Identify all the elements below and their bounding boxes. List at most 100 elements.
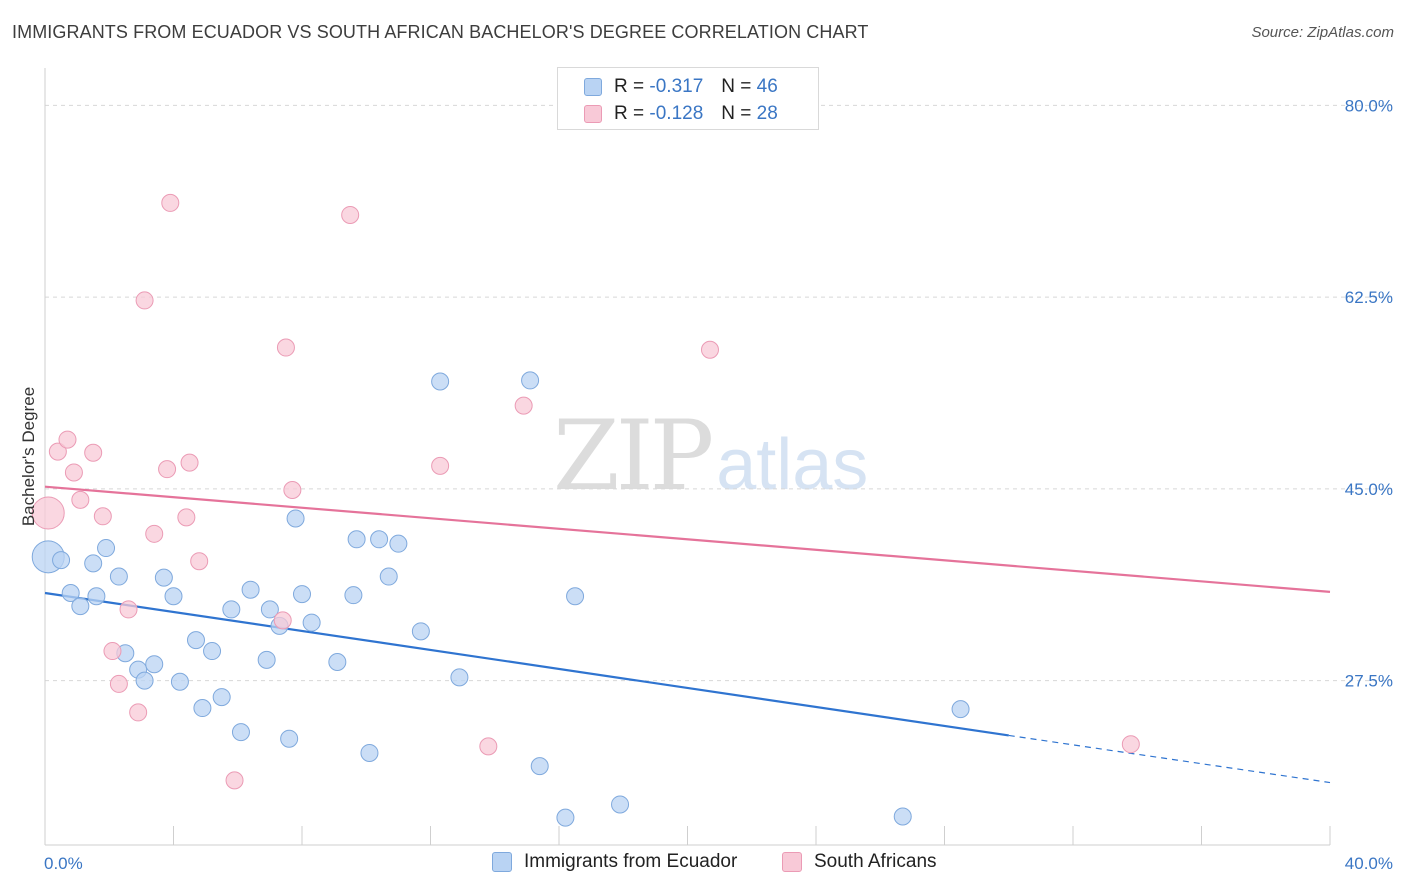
y-tick-label: 62.5% [1345, 288, 1393, 307]
legend-r-label: R = [614, 76, 645, 97]
point-ecuador [344, 586, 363, 605]
point-ecuador [286, 509, 305, 528]
point-south-africans [431, 456, 450, 475]
legend-n-value: 46 [756, 76, 778, 97]
y-tick-label: 45.0% [1345, 480, 1393, 499]
point-ecuador [231, 723, 250, 742]
point-south-africans [48, 442, 67, 461]
point-south-africans [161, 193, 180, 212]
chart-source: Source: ZipAtlas.com [1251, 24, 1394, 41]
point-south-africans [145, 524, 164, 543]
point-ecuador [611, 795, 630, 814]
point-south-africans [84, 443, 103, 462]
point-south-africans [283, 480, 302, 499]
point-ecuador [893, 807, 912, 826]
point-ecuador [302, 613, 321, 632]
point-ecuador [135, 671, 154, 690]
watermark: ZIPatlas [553, 400, 868, 512]
point-south-africans [58, 430, 77, 449]
point-south-africans [273, 611, 292, 630]
point-south-africans [276, 338, 295, 357]
point-ecuador [212, 688, 231, 707]
point-ecuador [154, 568, 173, 587]
point-ecuador [293, 585, 311, 604]
point-ecuador [145, 655, 164, 674]
point-ecuador [379, 567, 398, 586]
point-ecuador [530, 757, 549, 776]
legend-n-label: N = [721, 103, 752, 124]
point-ecuador [411, 622, 430, 641]
point-south-africans [514, 396, 533, 415]
axis-layer [44, 68, 1331, 846]
point-ecuador [222, 600, 241, 619]
series-legend-ecuador[interactable]: Immigrants from Ecuador [492, 851, 737, 873]
correlation-legend: R = -0.317 N = 46 R = -0.128 N = 28 [557, 67, 819, 130]
point-ecuador [241, 580, 260, 599]
point-ecuador [84, 554, 103, 573]
point-south-africans [119, 600, 138, 619]
point-ecuador [193, 699, 212, 718]
point-south-africans [129, 703, 148, 722]
point-south-africans [103, 642, 122, 661]
point-south-africans [225, 771, 244, 790]
point-ecuador [87, 587, 106, 606]
point-south-africans [700, 340, 719, 359]
y-tick-label: 80.0% [1345, 96, 1393, 115]
trendline-south-africans [44, 485, 1331, 593]
watermark-zip: ZIP [553, 400, 714, 512]
legend-swatch-pink [584, 105, 602, 123]
label-layer: 27.5% 45.0% 62.5% 80.0% 0.0% 40.0% Bachelor's … [19, 96, 1393, 873]
legend-swatch-blue [584, 78, 602, 96]
trend-layer [44, 485, 1331, 784]
point-south-africans [177, 508, 196, 527]
point-ecuador [951, 700, 970, 719]
point-south-africans [479, 737, 498, 756]
point-ecuador [280, 729, 299, 748]
series-legend-label: Immigrants from Ecuador [524, 851, 738, 872]
point-south-africans [190, 552, 209, 571]
point-ecuador [347, 530, 366, 549]
series-swatch-blue [492, 852, 512, 872]
point-ecuador [521, 371, 540, 390]
trendline-ecuador-extension [1008, 734, 1331, 784]
y-axis-title: Bachelor's Degree [19, 387, 38, 526]
point-ecuador [257, 650, 276, 669]
point-ecuador [170, 672, 189, 691]
series-legend-label: South Africans [814, 851, 937, 872]
legend-row-ecuador: R = -0.317 N = 46 [584, 74, 778, 100]
point-ecuador [370, 530, 389, 549]
point-south-africans [109, 674, 128, 693]
point-ecuador [71, 597, 90, 616]
point-ecuador [556, 808, 575, 827]
point-ecuador [186, 631, 205, 650]
point-ecuador [203, 642, 222, 661]
point-ecuador [164, 587, 183, 606]
legend-r-label: R = [614, 103, 645, 124]
point-ecuador [360, 743, 379, 762]
watermark-atlas: atlas [716, 425, 869, 505]
point-ecuador [566, 587, 585, 606]
point-ecuador [328, 653, 347, 672]
point-ecuador [52, 551, 71, 570]
series-legend-south-africans[interactable]: South Africans [782, 851, 937, 873]
point-ecuador [450, 668, 469, 687]
point-ecuador [431, 372, 450, 391]
legend-n-label: N = [721, 76, 752, 97]
point-south-africans [1121, 735, 1140, 754]
legend-r-value: -0.317 [649, 76, 704, 97]
point-south-africans [180, 453, 199, 472]
legend-r-value: -0.128 [649, 103, 704, 124]
point-south-africans [93, 507, 112, 526]
point-south-africans [31, 496, 65, 530]
point-south-africans [71, 490, 90, 509]
point-ecuador [97, 539, 116, 558]
legend-row-south-africans: R = -0.128 N = 28 [584, 101, 778, 127]
y-tick-label: 27.5% [1345, 672, 1393, 691]
legend-n-value: 28 [756, 103, 778, 124]
point-south-africans [341, 205, 360, 224]
series-legend: Immigrants from Ecuador South Africans [0, 851, 1406, 879]
series-swatch-pink [782, 852, 802, 872]
trendline-ecuador [44, 591, 1009, 737]
point-ecuador [389, 534, 408, 553]
